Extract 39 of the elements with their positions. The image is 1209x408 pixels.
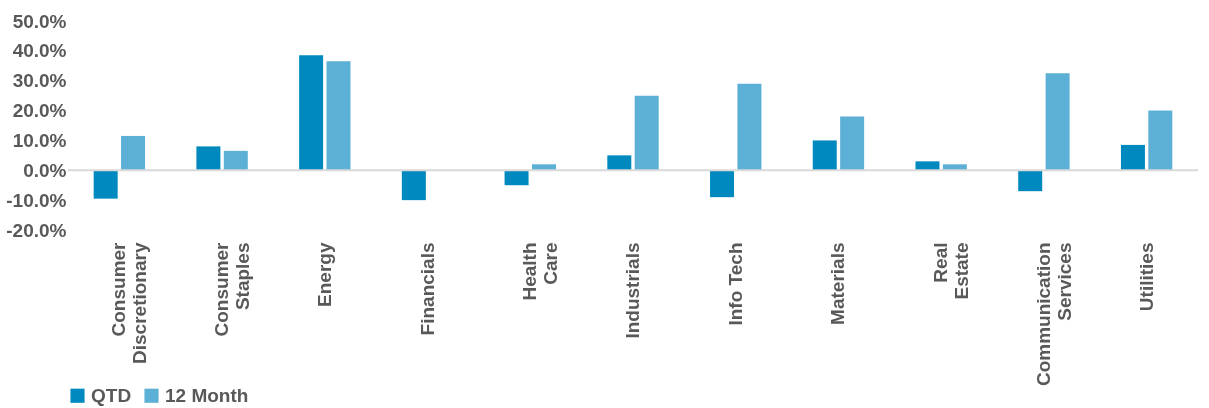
x-tick-label: Energy	[313, 242, 335, 307]
bar	[1120, 144, 1145, 171]
y-tick-label: -10.0%	[6, 189, 67, 211]
x-tick-label: Materials	[827, 242, 849, 325]
bar	[93, 170, 118, 199]
bar	[812, 140, 837, 171]
bar	[196, 146, 221, 171]
x-tick-label: Industrials	[622, 242, 643, 339]
bar	[634, 95, 659, 171]
y-tick-label: 30.0%	[12, 70, 67, 92]
y-tick-label: 0.0%	[23, 159, 67, 181]
y-tick-label: 20.0%	[12, 100, 67, 122]
x-tick-label: Utilities	[1135, 242, 1157, 312]
bar	[1148, 110, 1173, 171]
bar	[607, 155, 632, 171]
y-tick-label: 10.0%	[12, 129, 67, 151]
x-tick-label: Consumer Discretionary	[108, 241, 151, 364]
y-tick-label: 40.0%	[12, 40, 67, 62]
bar	[710, 170, 735, 198]
legend-label: QTD	[91, 384, 132, 406]
bar	[401, 170, 426, 201]
bar	[504, 170, 529, 186]
y-tick-label: 50.0%	[12, 10, 67, 32]
x-tick-label: Financials	[416, 242, 438, 336]
bar	[326, 61, 351, 171]
bar	[223, 150, 248, 171]
x-tick-label: Consumer Staples	[211, 241, 254, 337]
x-tick-label: Communication Services	[1032, 242, 1075, 387]
x-tick-label: Health Care	[519, 242, 562, 301]
bar	[1018, 170, 1043, 192]
bar	[299, 55, 324, 171]
y-tick-label: -20.0%	[6, 219, 67, 241]
bar	[840, 116, 865, 171]
x-tick-label: Real Estate	[930, 242, 973, 300]
x-tick-label: Info Tech	[724, 242, 746, 326]
bar	[737, 83, 762, 171]
bar	[1045, 73, 1070, 171]
bar	[121, 135, 146, 171]
legend-label: 12 Month	[165, 384, 249, 406]
